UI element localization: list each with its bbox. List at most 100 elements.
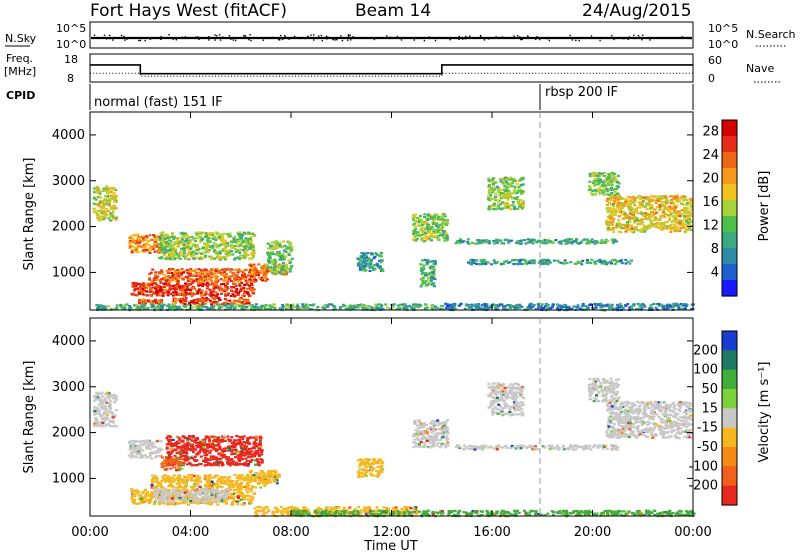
- echo-cell: [177, 252, 181, 255]
- echo-cell: [139, 454, 143, 457]
- echo-cell: [421, 236, 425, 239]
- echo-cell: [215, 456, 219, 459]
- echo-cell: [602, 262, 606, 265]
- echo-cell: [638, 203, 642, 207]
- echo-cell: [131, 445, 135, 448]
- echo-cell: [654, 201, 658, 204]
- echo-cell: [208, 240, 212, 243]
- echo-cell: [239, 303, 243, 306]
- echo-cell: [168, 280, 172, 283]
- echo-cell: [226, 233, 230, 236]
- echo-cell: [268, 304, 272, 307]
- nsky-dot: [213, 37, 215, 39]
- echo-cell: [171, 246, 175, 249]
- echo-cell: [187, 248, 191, 251]
- nsky-dot: [290, 37, 293, 40]
- echo-cell: [484, 304, 487, 307]
- nsky-dot: [313, 34, 315, 36]
- echo-cell: [130, 450, 134, 453]
- echo-cell: [308, 304, 312, 307]
- echo-cell: [172, 237, 176, 240]
- echo-cell: [609, 209, 613, 212]
- echo-cell: [512, 189, 516, 192]
- echo-cell: [617, 206, 621, 209]
- echo-cell: [633, 204, 637, 207]
- echo-cell: [308, 308, 312, 311]
- echo-cell: [244, 457, 248, 460]
- echo-cell: [490, 189, 494, 192]
- echo-cell: [161, 231, 165, 234]
- echo-cell: [145, 307, 149, 310]
- echo-cell: [616, 174, 620, 177]
- echo-cell: [180, 238, 184, 241]
- echo-cell: [429, 214, 433, 217]
- echo-cell: [240, 257, 244, 260]
- echo-cell: [236, 454, 240, 457]
- echo-cell: [450, 307, 454, 310]
- echo-cell: [193, 287, 197, 290]
- echo-cell: [474, 242, 478, 245]
- echo-cell: [276, 266, 280, 269]
- echo-cell: [669, 207, 673, 210]
- echo-cell: [151, 282, 155, 285]
- echo-cell: [150, 452, 154, 455]
- echo-cell: [216, 232, 220, 235]
- echo-cell: [107, 202, 111, 205]
- echo-cell: [150, 238, 154, 241]
- echo-cell: [533, 259, 536, 262]
- echo-cell: [147, 443, 151, 447]
- echo-cell: [187, 245, 191, 248]
- echo-cell: [176, 243, 180, 246]
- echo-cell: [217, 464, 221, 467]
- echo-cell: [251, 232, 255, 235]
- echo-cell: [428, 215, 432, 218]
- echo-cell: [618, 206, 622, 209]
- echo-cell: [246, 275, 250, 278]
- echo-cell: [153, 244, 157, 248]
- echo-cell: [423, 226, 427, 230]
- echo-cell: [512, 259, 516, 262]
- echo-cell: [92, 211, 96, 214]
- echo-cell: [503, 239, 507, 242]
- echo-cell: [474, 308, 478, 311]
- echo-cell: [244, 249, 248, 252]
- echo-cell: [612, 307, 616, 310]
- echo-cell: [190, 273, 194, 277]
- echo-cell: [242, 283, 246, 286]
- echo-cell: [280, 266, 284, 269]
- echo-cell: [130, 241, 134, 244]
- echo-cell: [670, 195, 673, 198]
- echo-cell: [195, 232, 199, 236]
- echo-cell: [494, 192, 498, 195]
- echo-cell: [665, 306, 669, 309]
- echo-cell: [129, 237, 133, 240]
- echo-cell: [508, 261, 512, 264]
- echo-cell: [416, 234, 420, 237]
- echo-cell: [213, 296, 217, 299]
- echo-cell: [576, 304, 580, 307]
- echo-cell: [610, 213, 614, 217]
- echo-cell: [285, 247, 289, 250]
- echo-cell: [445, 238, 449, 241]
- echo-cell: [184, 300, 188, 303]
- echo-cell: [208, 288, 212, 291]
- echo-cell: [413, 234, 417, 237]
- echo-cell: [282, 258, 286, 261]
- echo-cell: [160, 299, 164, 302]
- echo-cell: [613, 179, 617, 183]
- echo-cell: [114, 200, 118, 203]
- echo-cell: [618, 260, 622, 263]
- echo-cell: [153, 307, 157, 310]
- echo-cell: [101, 210, 105, 213]
- echo-cell: [690, 303, 694, 306]
- echo-cell: [230, 289, 233, 292]
- nsky-dot: [234, 39, 237, 42]
- echo-cell: [500, 177, 504, 180]
- echo-cell: [503, 203, 507, 207]
- echo-cell: [364, 269, 368, 272]
- echo-cell: [284, 255, 288, 258]
- echo-cell: [429, 280, 433, 283]
- echo-cell: [628, 217, 632, 220]
- nsky-dot: [501, 36, 503, 38]
- echo-cell: [247, 294, 251, 297]
